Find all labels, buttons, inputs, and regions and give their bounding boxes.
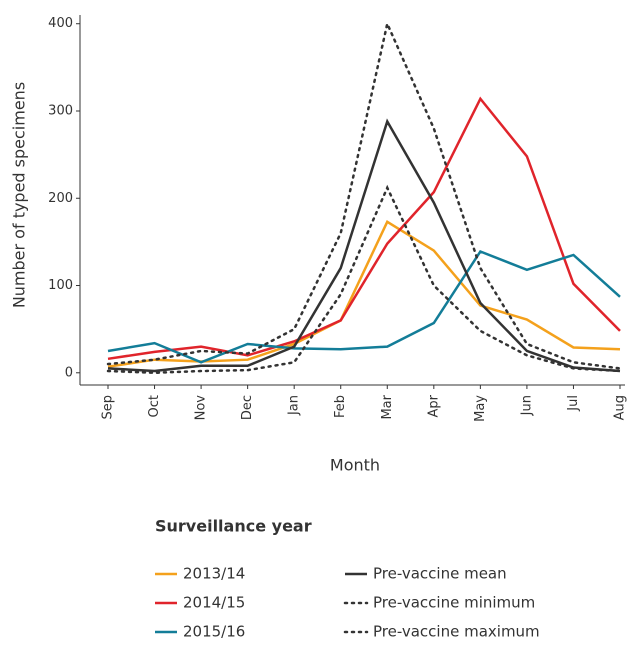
legend-title: Surveillance year xyxy=(155,517,312,536)
x-tick-label: Apr xyxy=(426,394,441,417)
x-tick-label: Aug xyxy=(613,395,628,420)
series-line xyxy=(107,96,621,361)
series-line xyxy=(106,184,622,375)
x-tick-label: Dec xyxy=(240,395,255,420)
x-tick-label: Jul xyxy=(566,395,581,412)
x-tick-label: Jun xyxy=(519,395,534,416)
x-axis-title: Month xyxy=(330,456,380,475)
y-tick-label: 400 xyxy=(48,16,73,31)
x-tick-label: Nov xyxy=(194,395,209,421)
series-line xyxy=(107,249,621,364)
y-tick-label: 300 xyxy=(48,103,73,118)
y-tick-label: 0 xyxy=(65,365,73,380)
x-tick-label: Sep xyxy=(101,395,116,420)
series-line xyxy=(107,220,621,368)
legend-label: Pre-vaccine mean xyxy=(373,565,507,583)
x-tick-label: Mar xyxy=(380,394,395,419)
x-tick-label: Feb xyxy=(333,395,348,418)
legend-label: 2015/16 xyxy=(183,623,245,641)
x-tick-label: Jan xyxy=(287,395,302,416)
x-tick-label: Oct xyxy=(147,395,162,417)
x-tick-label: May xyxy=(473,395,488,422)
series-line xyxy=(106,19,622,370)
y-tick-label: 200 xyxy=(48,191,73,206)
y-tick-label: 100 xyxy=(48,278,73,293)
series-line xyxy=(107,118,621,373)
y-axis-title: Number of typed specimens xyxy=(10,82,29,308)
legend-label: Pre-vaccine maximum xyxy=(373,623,540,641)
legend-label: 2014/15 xyxy=(183,594,245,612)
legend-label: 2013/14 xyxy=(183,565,245,583)
legend-label: Pre-vaccine minimum xyxy=(373,594,535,612)
